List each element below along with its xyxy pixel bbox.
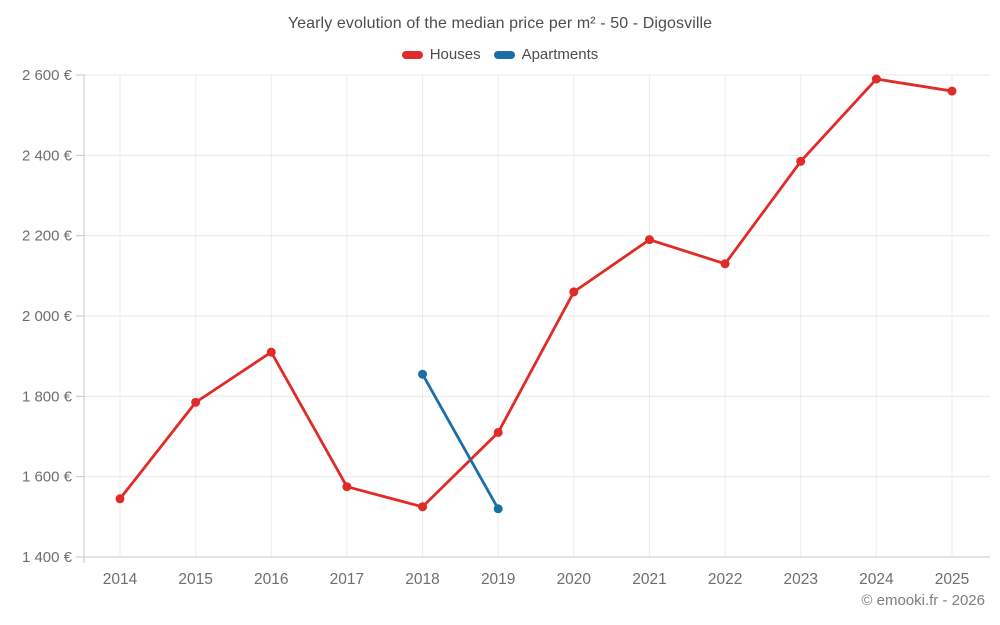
- x-axis-label: 2025: [935, 571, 969, 588]
- copyright-watermark: © emooki.fr - 2026: [861, 592, 985, 609]
- x-axis-label: 2015: [178, 571, 212, 588]
- x-axis-label: 2020: [557, 571, 592, 588]
- houses-data-point[interactable]: [796, 156, 806, 166]
- y-axis-label: 2 000 €: [22, 308, 73, 325]
- apartments-series-swatch-icon: [493, 50, 515, 59]
- houses-series-swatch-icon: [401, 50, 423, 59]
- x-axis-label: 2016: [254, 571, 288, 588]
- houses-data-point[interactable]: [644, 235, 654, 245]
- apartments-data-point[interactable]: [418, 369, 428, 379]
- x-axis-label: 2022: [708, 571, 742, 588]
- houses-data-point[interactable]: [569, 287, 579, 297]
- y-axis-label: 1 800 €: [22, 388, 73, 405]
- legend-label-apartments: Apartments: [521, 46, 599, 63]
- apartments-data-point[interactable]: [493, 504, 503, 514]
- houses-data-point[interactable]: [191, 397, 201, 407]
- x-axis-label: 2023: [783, 571, 817, 588]
- legend-label-houses: Houses: [429, 46, 481, 63]
- chart-title: Yearly evolution of the median price per…: [287, 15, 713, 32]
- houses-data-point[interactable]: [493, 427, 503, 437]
- x-axis-label: 2017: [330, 571, 364, 588]
- apartments-series-line: [421, 372, 500, 511]
- y-axis-label: 2 200 €: [22, 228, 73, 245]
- y-axis-label: 1 600 €: [22, 469, 73, 486]
- x-axis-label: 2021: [632, 571, 666, 588]
- x-axis-label: 2019: [481, 571, 515, 588]
- houses-data-point[interactable]: [266, 347, 276, 357]
- houses-data-point[interactable]: [342, 482, 352, 492]
- legend-item-houses[interactable]: Houses: [401, 46, 481, 63]
- y-axis-label: 2 600 €: [22, 67, 73, 84]
- x-axis-label: 2024: [859, 571, 894, 588]
- houses-series-line: [118, 77, 954, 509]
- x-axis-label: 2014: [103, 571, 138, 588]
- houses-data-point[interactable]: [418, 502, 428, 512]
- houses-data-point[interactable]: [720, 259, 730, 269]
- y-axis-label: 2 400 €: [22, 147, 73, 164]
- legend: Houses Apartments: [0, 46, 1000, 63]
- y-axis-label: 1 400 €: [22, 549, 73, 566]
- houses-data-point[interactable]: [115, 494, 125, 504]
- x-axis-label: 2018: [405, 571, 439, 588]
- legend-item-apartments[interactable]: Apartments: [493, 46, 599, 63]
- houses-data-point[interactable]: [871, 74, 881, 84]
- houses-data-point[interactable]: [947, 86, 957, 96]
